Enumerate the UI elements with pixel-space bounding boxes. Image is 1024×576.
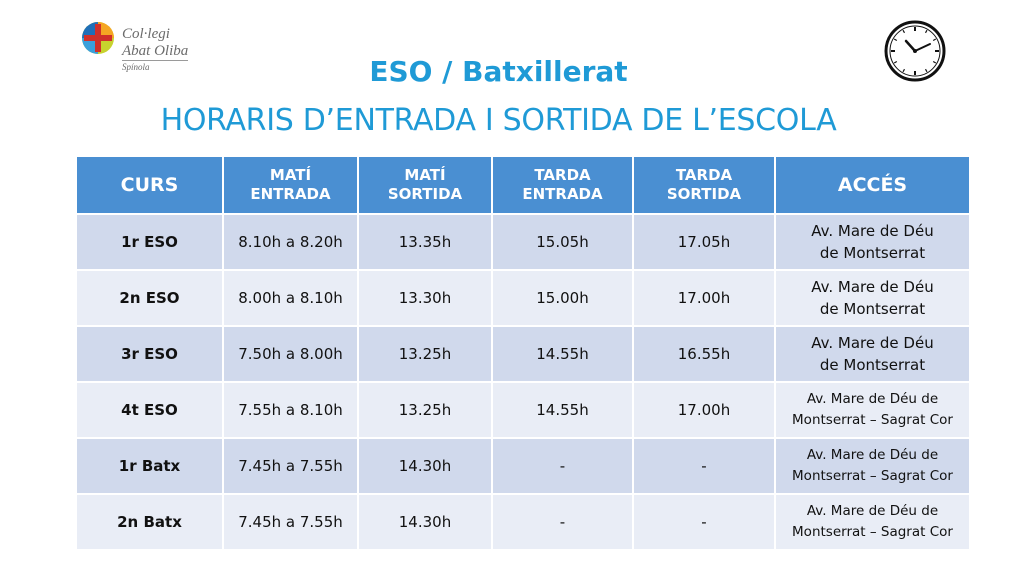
page-subtitle: HORARIS D’ENTRADA I SORTIDA DE L’ESCOLA: [160, 103, 837, 138]
header-curs: CURS: [77, 157, 224, 214]
logo-cross-icon: [82, 22, 114, 54]
cell-tarda-entrada: 14.55h: [492, 325, 634, 382]
cell-mati-sortida: 14.30h: [358, 493, 493, 549]
logo-line-3: Spínola: [122, 62, 150, 72]
page-title: ESO / Batxillerat: [369, 55, 628, 88]
cell-tarda-sortida: 17.00h: [633, 269, 776, 326]
cell-mati-sortida: 13.35h: [358, 213, 493, 270]
cell-tarda-sortida: 17.05h: [633, 213, 776, 270]
school-logo: Col·legi Abat Oliba Spínola: [80, 20, 210, 80]
clock-icon: [884, 20, 946, 82]
cell-tarda-entrada: 15.00h: [492, 269, 634, 326]
cell-mati-entrada: 7.50h a 8.00h: [223, 325, 359, 382]
header-mati-entrada: MATÍ ENTRADA: [223, 157, 359, 214]
cell-tarda-entrada: 14.55h: [492, 381, 634, 438]
cell-acces: Av. Mare de Déu de Montserrat – Sagrat Co…: [775, 493, 969, 549]
cell-mati-entrada: 8.10h a 8.20h: [223, 213, 359, 270]
table-row: 3r ESO 7.50h a 8.00h 13.25h 14.55h 16.55…: [77, 325, 969, 382]
schedule-table: CURS MATÍ ENTRADA MATÍ SORTIDA TARDA ENTRAD…: [77, 157, 969, 549]
logo-line-2: Abat Oliba: [122, 43, 189, 61]
cell-acces: Av. Mare de Déu de Montserrat: [775, 269, 969, 326]
cell-tarda-entrada: -: [492, 437, 634, 494]
cell-curs: 1r Batx: [77, 437, 224, 494]
header-acces: ACCÉS: [775, 157, 969, 214]
cell-curs: 1r ESO: [77, 213, 224, 270]
cell-tarda-sortida: 16.55h: [633, 325, 776, 382]
cell-acces: Av. Mare de Déu de Montserrat – Sagrat Co…: [775, 381, 969, 438]
cell-mati-entrada: 7.45h a 7.55h: [223, 437, 359, 494]
cell-acces: Av. Mare de Déu de Montserrat: [775, 325, 969, 382]
header-tarda-entrada: TARDA ENTRADA: [492, 157, 634, 214]
cell-acces: Av. Mare de Déu de Montserrat – Sagrat Co…: [775, 437, 969, 494]
cell-tarda-entrada: 15.05h: [492, 213, 634, 270]
logo-line-1: Col·legi: [122, 26, 170, 42]
cell-curs: 4t ESO: [77, 381, 224, 438]
cell-mati-entrada: 7.55h a 8.10h: [223, 381, 359, 438]
table-row: 1r ESO 8.10h a 8.20h 13.35h 15.05h 17.05…: [77, 213, 969, 270]
logo-text: Col·legi Abat Oliba Spínola: [122, 26, 189, 73]
cell-mati-sortida: 13.25h: [358, 381, 493, 438]
header-tarda-sortida: TARDA SORTIDA: [633, 157, 776, 214]
cell-acces: Av. Mare de Déu de Montserrat: [775, 213, 969, 270]
cell-mati-sortida: 14.30h: [358, 437, 493, 494]
cell-tarda-sortida: -: [633, 437, 776, 494]
cell-tarda-entrada: -: [492, 493, 634, 549]
cell-tarda-sortida: 17.00h: [633, 381, 776, 438]
table-row: 1r Batx 7.45h a 7.55h 14.30h - - Av. Mar…: [77, 437, 969, 494]
table-row: 2n ESO 8.00h a 8.10h 13.30h 15.00h 17.00…: [77, 269, 969, 326]
cell-mati-sortida: 13.25h: [358, 325, 493, 382]
cell-curs: 2n Batx: [77, 493, 224, 549]
cell-curs: 2n ESO: [77, 269, 224, 326]
cell-mati-entrada: 8.00h a 8.10h: [223, 269, 359, 326]
table-header-row: CURS MATÍ ENTRADA MATÍ SORTIDA TARDA ENTRAD…: [77, 157, 969, 214]
cell-curs: 3r ESO: [77, 325, 224, 382]
cell-mati-sortida: 13.30h: [358, 269, 493, 326]
cell-tarda-sortida: -: [633, 493, 776, 549]
table-row: 4t ESO 7.55h a 8.10h 13.25h 14.55h 17.00…: [77, 381, 969, 438]
table-row: 2n Batx 7.45h a 7.55h 14.30h - - Av. Mar…: [77, 493, 969, 549]
cell-mati-entrada: 7.45h a 7.55h: [223, 493, 359, 549]
header-mati-sortida: MATÍ SORTIDA: [358, 157, 493, 214]
